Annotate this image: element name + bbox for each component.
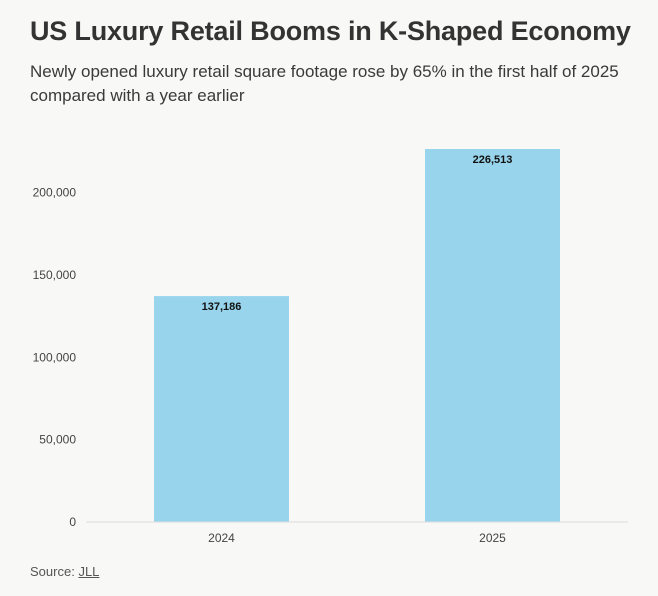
bar-2024 bbox=[154, 296, 289, 522]
y-tick-label: 150,000 bbox=[33, 268, 77, 282]
x-tick-label: 2025 bbox=[479, 531, 506, 545]
chart-title: US Luxury Retail Booms in K-Shaped Econo… bbox=[30, 16, 631, 46]
y-tick-label: 100,000 bbox=[33, 350, 77, 364]
bar-2025 bbox=[425, 149, 560, 522]
source-label: Source: bbox=[30, 564, 75, 579]
data-label: 226,513 bbox=[473, 154, 513, 166]
data-label: 137,186 bbox=[202, 301, 242, 313]
y-tick-label: 50,000 bbox=[39, 433, 76, 447]
source-note: Source: JLL bbox=[30, 564, 99, 579]
source-link[interactable]: JLL bbox=[78, 564, 100, 579]
y-tick-label: 200,000 bbox=[33, 186, 77, 200]
y-tick-label: 0 bbox=[69, 515, 76, 529]
x-tick-label: 2024 bbox=[208, 531, 235, 545]
chart-subtitle: Newly opened luxury retail square footag… bbox=[30, 62, 619, 105]
